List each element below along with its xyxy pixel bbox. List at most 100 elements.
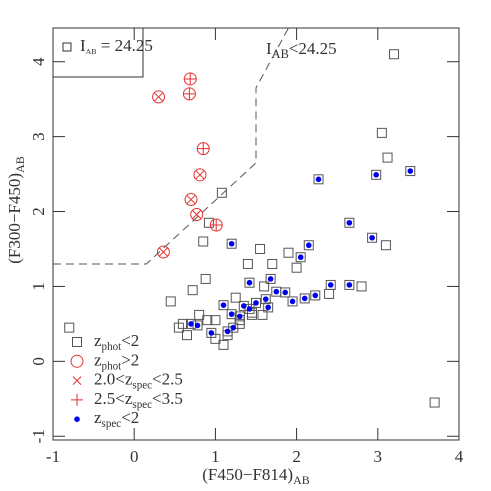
point	[208, 330, 215, 336]
inset-box	[53, 28, 144, 78]
label-part: >2	[121, 350, 139, 369]
label-part: z	[94, 350, 102, 369]
label-part: (F300−F450)	[5, 173, 24, 264]
label-part: <3.5	[152, 389, 183, 408]
point	[405, 166, 416, 177]
plot-frame	[52, 27, 460, 441]
point	[224, 328, 231, 335]
point	[289, 298, 296, 305]
x-tick-label: -1	[46, 447, 60, 466]
legend-label: 2.5<zspec<3.5	[94, 389, 183, 411]
point	[253, 300, 259, 306]
point	[369, 234, 375, 241]
subscript: spec	[132, 398, 152, 410]
point	[315, 176, 322, 183]
legend-marker	[72, 337, 82, 347]
x-tick-label: 2	[292, 447, 301, 466]
point	[210, 333, 221, 344]
point	[159, 247, 168, 257]
point	[198, 236, 209, 247]
point	[389, 49, 400, 60]
point	[376, 127, 387, 138]
point	[291, 262, 302, 273]
point	[283, 247, 294, 258]
point	[346, 219, 353, 226]
point	[267, 258, 278, 269]
point	[194, 322, 201, 329]
point	[280, 287, 291, 298]
subscript: AB	[86, 47, 97, 56]
point	[210, 315, 221, 326]
point	[260, 294, 271, 305]
point	[230, 292, 241, 303]
point	[312, 292, 319, 299]
x-tick-label: 1	[211, 447, 220, 466]
legend-marker	[72, 376, 82, 385]
point	[236, 313, 243, 320]
point	[265, 273, 276, 284]
point	[313, 174, 324, 185]
y-axis-label: (F300−F450)AB	[5, 156, 27, 264]
point	[230, 324, 237, 331]
point	[273, 288, 280, 295]
point	[186, 195, 196, 204]
subscript: AB	[272, 47, 289, 61]
annotation: IAB<24.25	[266, 39, 337, 61]
point	[367, 232, 378, 243]
label-part: z	[94, 331, 102, 350]
legend-label: 2.0<zspec<2.5	[94, 370, 183, 392]
label-part: <2.5	[152, 370, 183, 389]
point	[295, 252, 306, 263]
subscript: spec	[132, 379, 152, 391]
point	[287, 296, 298, 307]
x-axis-label: (F450−F814)AB	[202, 465, 310, 487]
point	[210, 219, 223, 232]
point	[241, 303, 247, 309]
point	[310, 290, 321, 301]
point	[327, 282, 334, 288]
point	[228, 240, 235, 247]
point	[234, 318, 245, 329]
subscript: phot	[102, 360, 122, 372]
point	[154, 92, 163, 102]
subscript: phot	[102, 341, 122, 353]
point	[324, 288, 335, 299]
point	[244, 303, 255, 314]
y-tick-label: 0	[29, 357, 48, 366]
label-part: 2.0<z	[94, 370, 133, 389]
subscript: AB	[293, 473, 310, 487]
point	[190, 208, 204, 222]
point	[184, 72, 197, 85]
point	[203, 217, 214, 228]
label-part: (F450−F814)	[202, 465, 293, 484]
point	[181, 330, 192, 341]
point	[192, 210, 202, 219]
point	[228, 322, 239, 333]
x-tick-label: 4	[455, 447, 464, 466]
legend-label: zphot>2	[94, 350, 139, 372]
point	[202, 315, 213, 326]
point	[188, 321, 194, 327]
selection-boundary	[53, 27, 289, 265]
point	[246, 306, 253, 312]
point	[346, 282, 353, 288]
point	[303, 240, 314, 251]
point	[200, 273, 211, 284]
x-tick-label: 3	[374, 447, 383, 466]
subscript: AB	[13, 156, 27, 173]
point	[242, 258, 253, 269]
legend-marker	[74, 416, 80, 423]
label-part: <2	[121, 408, 139, 427]
legend-marker	[70, 354, 84, 368]
point	[194, 309, 205, 320]
point	[226, 309, 237, 320]
point	[282, 289, 289, 296]
point	[301, 295, 308, 302]
point	[187, 285, 198, 296]
legend-marker	[71, 393, 83, 406]
label-part: = 24.25	[97, 36, 153, 55]
y-tick-label: 4	[29, 57, 48, 66]
point	[218, 339, 229, 350]
point	[195, 170, 205, 180]
